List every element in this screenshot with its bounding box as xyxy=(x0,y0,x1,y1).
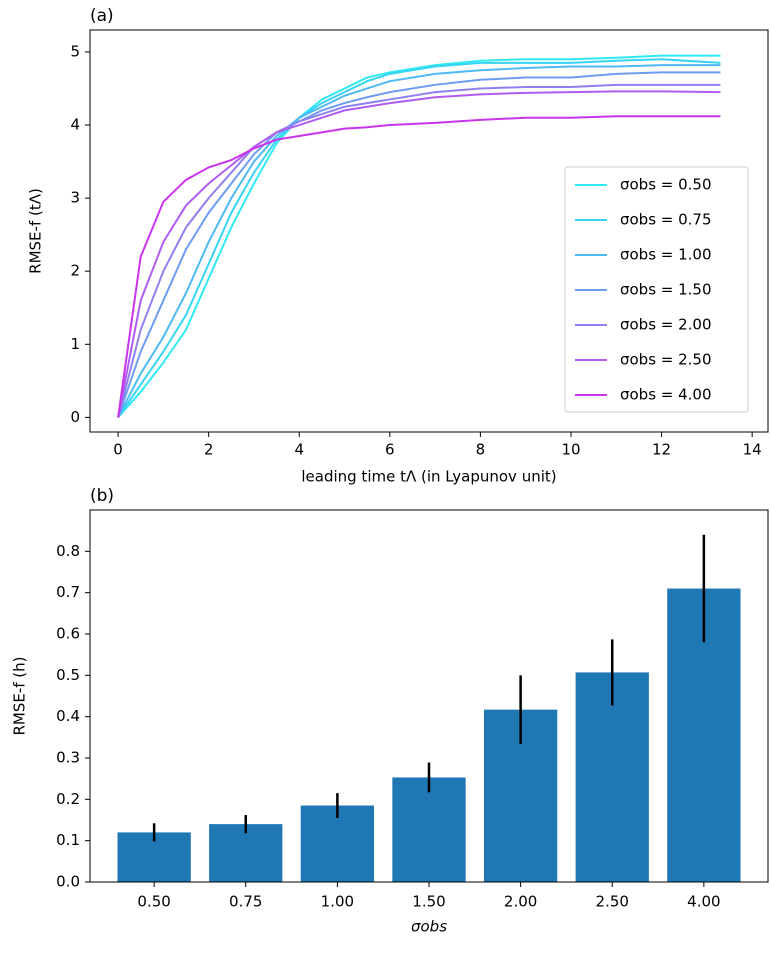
x-tick-label: 12 xyxy=(652,441,671,459)
y-tick-label: 0.0 xyxy=(56,873,80,891)
bar xyxy=(300,805,375,882)
x-tick-label: 0 xyxy=(113,441,123,459)
y-tick-label: 1 xyxy=(70,335,80,353)
y-tick-label: 0.5 xyxy=(56,666,80,684)
y-tick-label: 0.8 xyxy=(56,542,80,560)
series-line xyxy=(117,58,721,418)
y-tick-label: 0.1 xyxy=(56,831,80,849)
legend-label: σobs = 1.50 xyxy=(620,281,712,299)
y-tick-label: 5 xyxy=(70,42,80,60)
series-line xyxy=(117,83,721,418)
x-axis-label: leading time tΛ (in Lyapunov unit) xyxy=(301,468,556,486)
x-tick-label: 8 xyxy=(476,441,486,459)
y-tick-label: 0.4 xyxy=(56,707,80,725)
legend-label: σobs = 1.00 xyxy=(620,246,712,264)
bar xyxy=(392,777,466,882)
y-tick-label: 3 xyxy=(70,189,80,207)
x-tick-label: 14 xyxy=(743,441,762,459)
x-tick-label: 4 xyxy=(294,441,304,459)
x-tick-label: 10 xyxy=(561,441,580,459)
plot-frame xyxy=(89,509,769,883)
bar xyxy=(209,824,283,882)
x-tick-label: 1.50 xyxy=(412,893,445,911)
x-tick-label: 2.00 xyxy=(504,893,537,911)
y-tick-label: 0.2 xyxy=(56,790,80,808)
x-tick-label: 2.50 xyxy=(596,893,629,911)
x-tick-label: 6 xyxy=(385,441,395,459)
series-line xyxy=(117,64,721,418)
y-tick-label: 0 xyxy=(70,408,80,426)
x-axis-label: σobs xyxy=(411,918,447,936)
series-line xyxy=(117,115,721,418)
y-tick-label: 0.3 xyxy=(56,749,80,767)
legend-label: σobs = 0.50 xyxy=(620,176,712,194)
x-tick-label: 0.75 xyxy=(229,893,262,911)
panel-label: (a) xyxy=(90,6,114,26)
x-tick-label: 1.00 xyxy=(321,893,354,911)
legend-label: σobs = 0.75 xyxy=(620,211,712,229)
y-tick-label: 2 xyxy=(70,262,80,280)
legend-label: σobs = 2.00 xyxy=(620,316,712,334)
bar xyxy=(575,672,649,882)
series-line xyxy=(117,54,721,419)
series-line xyxy=(117,71,721,418)
legend-box xyxy=(564,166,749,413)
legend-label: σobs = 4.00 xyxy=(620,386,712,404)
legend-label: σobs = 2.50 xyxy=(620,351,712,369)
plot-frame xyxy=(89,29,769,433)
x-tick-label: 4.00 xyxy=(687,893,720,911)
y-tick-label: 0.7 xyxy=(56,583,80,601)
panel-label: (b) xyxy=(90,486,114,506)
y-axis-label: RMSE-f (h) xyxy=(11,656,29,735)
x-tick-label: 2 xyxy=(204,441,214,459)
y-tick-label: 0.6 xyxy=(56,625,80,643)
series-line xyxy=(117,90,721,418)
y-axis-label: RMSE-f (tΛ) xyxy=(27,188,45,274)
x-tick-label: 0.50 xyxy=(137,893,170,911)
y-tick-label: 4 xyxy=(70,116,80,134)
